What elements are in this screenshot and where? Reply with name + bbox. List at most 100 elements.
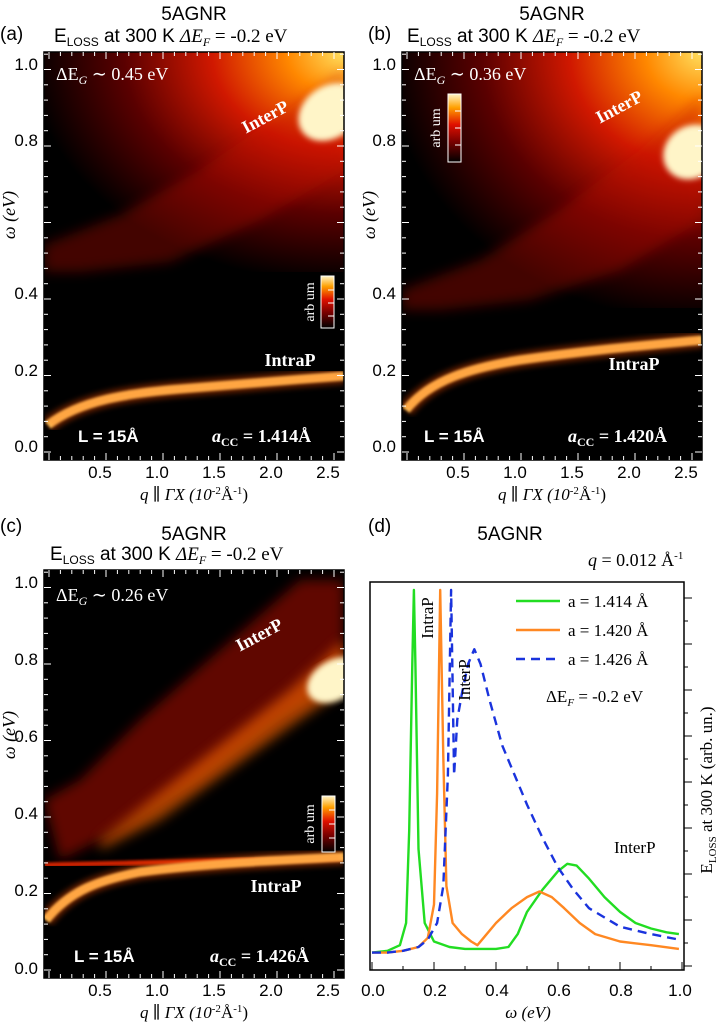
panel-c-length-label: L = 15Å xyxy=(74,947,135,966)
panel-d-intrap-label: IntraP xyxy=(418,597,437,639)
panel-a-x-axis: 0.5 1.0 1.5 2.0 2.5 q ∥ ΓX (10-2Å-1) xyxy=(88,463,340,504)
panel-d-tickmarks xyxy=(371,597,692,970)
x-tick: 2.0 xyxy=(259,463,283,482)
panel-a-xlabel: q ∥ ΓX (10-2Å-1) xyxy=(140,485,248,504)
x-tick: 2.5 xyxy=(316,981,340,1000)
panel-a-intrap-label: IntraP xyxy=(265,350,316,370)
y-tick: 0.2 xyxy=(372,361,396,380)
panel-d-interp-blue-label: InterP xyxy=(455,659,474,701)
panel-b-length-label: L = 15Å xyxy=(424,427,485,446)
y-tick: 0.2 xyxy=(14,361,38,380)
y-tick: 0.4 xyxy=(14,804,38,823)
panel-a-colorbar: arb um xyxy=(303,275,335,329)
legend-label-1414: a = 1.414 Å xyxy=(568,592,649,611)
x-tick: 2.5 xyxy=(316,463,340,482)
panel-d: (d) 5AGNR q = 0.012 Å-1 a = 1.414 Å a = … xyxy=(361,516,719,1022)
x-tick: 0.5 xyxy=(88,463,112,482)
panel-c-colorbar: arb um xyxy=(303,795,336,853)
legend-label-1426: a = 1.426 Å xyxy=(568,650,649,669)
panel-b-y-axis: 0.0 0.2 0.4 0.8 1.0 ω (eV) xyxy=(359,55,396,456)
x-tick: 1.0 xyxy=(668,981,692,1000)
y-tick: 0.8 xyxy=(372,131,396,150)
x-tick: 1.5 xyxy=(202,981,226,1000)
y-tick: 0.4 xyxy=(14,284,38,303)
panel-a: 5AGNR (a) ELOSS at 300 K ΔEF = -0.2 eV Δ… xyxy=(0,4,345,504)
panel-a-heatmap xyxy=(44,52,344,460)
panel-b-colorbar-label: arb um xyxy=(429,108,444,147)
x-tick: 1.5 xyxy=(202,463,226,482)
y-tick: 1.0 xyxy=(14,573,38,592)
panel-b-intrap-label: IntraP xyxy=(609,354,660,374)
panel-b-ylabel: ω (eV) xyxy=(359,191,380,239)
panel-a-title: 5AGNR xyxy=(161,4,226,25)
x-tick: 0.6 xyxy=(547,981,571,1000)
panel-c-acc-label: aCC = 1.426Å xyxy=(210,946,309,969)
legend-label-1420: a = 1.420 Å xyxy=(568,621,649,640)
panel-b: 5AGNR (b) ELOSS at 300 K ΔEF = -0.2 eV Δ… xyxy=(359,4,703,504)
y-tick: 0.6 xyxy=(14,727,38,746)
panel-d-ylabel: ELOSS at 300 K (arb. un.) xyxy=(697,706,719,873)
panel-b-colorbar: arb um xyxy=(429,93,462,163)
series-line-3 xyxy=(372,588,680,954)
panel-c-y-axis: 0.0 0.2 0.4 0.6 0.8 1.0 ω (eV) xyxy=(0,573,38,978)
panel-c-heatmap xyxy=(44,570,344,978)
panel-c-xlabel: q ∥ ΓX (10-2Å-1) xyxy=(140,1003,248,1022)
panel-b-xlabel: q ∥ ΓX (10-2Å-1) xyxy=(498,485,606,504)
panel-c-colorbar-label: arb um xyxy=(303,804,318,843)
y-tick: 0.0 xyxy=(372,437,396,456)
y-tick: 0.4 xyxy=(372,284,396,303)
panel-d-q-label: q = 0.012 Å-1 xyxy=(588,550,683,570)
series-line-2 xyxy=(372,588,680,954)
panel-d-interp-green-label: InterP xyxy=(614,838,656,857)
y-tick: 0.8 xyxy=(14,131,38,150)
heatmap-tickmarks xyxy=(44,52,344,460)
panel-b-label: (b) xyxy=(368,24,391,45)
panel-c-label: (c) xyxy=(0,516,22,537)
panel-d-x-axis: 0.0 0.2 0.4 0.6 0.8 1.0 ω (eV) xyxy=(361,981,692,1022)
panel-b-title: 5AGNR xyxy=(519,4,584,25)
panel-d-curves xyxy=(371,588,680,954)
heatmap-tickmarks xyxy=(44,570,344,978)
panel-a-acc-label: aCC = 1.414Å xyxy=(212,426,311,449)
x-tick: 0.0 xyxy=(361,981,385,1000)
x-tick: 1.0 xyxy=(145,463,169,482)
series-line-1 xyxy=(371,588,680,954)
y-tick: 1.0 xyxy=(14,55,38,74)
panel-d-fermi-label: ΔEF = -0.2 eV xyxy=(546,687,644,709)
panel-c-ylabel: ω (eV) xyxy=(0,711,20,759)
y-tick: 0.0 xyxy=(14,437,38,456)
panel-a-ylabel: ω (eV) xyxy=(0,191,20,239)
panel-c-intrap-label: IntraP xyxy=(251,876,302,896)
panel-b-gap-label: ΔEG ∼ 0.36 eV xyxy=(414,64,526,87)
x-tick: 0.2 xyxy=(423,981,447,1000)
y-tick: 0.0 xyxy=(14,959,38,978)
panel-b-acc-label: aCC = 1.420Å xyxy=(568,426,667,449)
panel-d-label: (d) xyxy=(368,516,391,537)
heatmap-tickmarks xyxy=(402,52,702,460)
panel-a-label: (a) xyxy=(0,24,23,45)
x-tick: 0.4 xyxy=(485,981,509,1000)
panel-c: 5AGNR (c) ELOSS at 300 K ΔEF = -0.2 eV Δ… xyxy=(0,516,345,1022)
panel-d-legend: a = 1.414 Å a = 1.420 Å a = 1.426 Å xyxy=(516,592,649,669)
panel-d-xlabel: ω (eV) xyxy=(505,1003,551,1022)
x-tick: 0.5 xyxy=(446,463,470,482)
y-tick: 0.8 xyxy=(14,650,38,669)
panel-a-colorbar-label: arb um xyxy=(303,282,318,321)
panel-a-y-axis: 0.0 0.2 0.4 0.8 1.0 ω (eV) xyxy=(0,55,38,456)
x-tick: 2.5 xyxy=(674,463,698,482)
y-tick: 1.0 xyxy=(372,55,396,74)
y-tick: 0.2 xyxy=(14,881,38,900)
x-tick: 2.0 xyxy=(259,981,283,1000)
panel-b-x-axis: 0.5 1.0 1.5 2.0 2.5 q ∥ ΓX (10-2Å-1) xyxy=(446,463,698,504)
panel-a-length-label: L = 15Å xyxy=(78,427,139,446)
panel-d-title: 5AGNR xyxy=(477,524,542,545)
panel-c-title: 5AGNR xyxy=(161,524,226,545)
x-tick: 0.5 xyxy=(88,981,112,1000)
panel-c-subtitle: ELOSS at 300 K ΔEF = -0.2 eV xyxy=(50,544,284,567)
x-tick: 1.0 xyxy=(503,463,527,482)
panel-a-gap-label: ΔEG ∼ 0.45 eV xyxy=(56,64,168,87)
x-tick: 2.0 xyxy=(617,463,641,482)
x-tick: 1.5 xyxy=(560,463,584,482)
panel-c-gap-label: ΔEG ∼ 0.26 eV xyxy=(56,585,168,608)
